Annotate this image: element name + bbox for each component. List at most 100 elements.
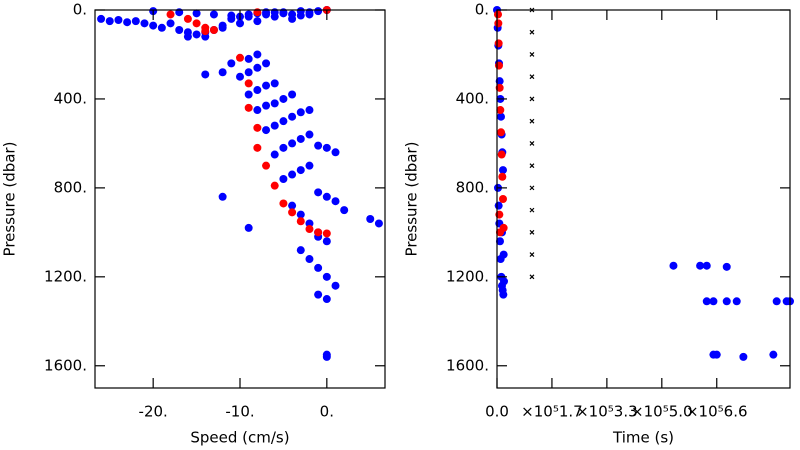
y-tick-label: 400. — [54, 89, 87, 107]
y-tick-label: 1600. — [446, 356, 489, 374]
point — [314, 141, 323, 150]
x-axis-label: Speed (cm/s) — [190, 429, 289, 447]
point — [498, 166, 507, 175]
point — [499, 290, 508, 299]
point — [244, 12, 253, 21]
point — [322, 143, 331, 152]
point — [494, 19, 503, 28]
point — [244, 90, 253, 99]
point — [495, 83, 504, 92]
x-tick-label: -20. — [139, 403, 168, 421]
point — [270, 150, 279, 159]
point — [279, 143, 288, 152]
point — [244, 54, 253, 63]
plot — [493, 6, 794, 361]
point — [218, 192, 227, 201]
x-marker — [529, 229, 535, 235]
point — [270, 79, 279, 88]
point — [270, 121, 279, 130]
point — [253, 86, 262, 95]
point — [499, 277, 508, 286]
point — [183, 14, 192, 23]
y-tick-label: 0. — [73, 1, 87, 19]
x-marker — [529, 252, 535, 258]
point — [288, 139, 297, 148]
point — [279, 174, 288, 183]
point — [722, 297, 731, 306]
x-marker — [529, 140, 535, 146]
point — [494, 201, 503, 210]
point — [495, 77, 504, 86]
y-axis-label: Pressure (dbar) — [1, 142, 19, 257]
point — [105, 17, 114, 26]
point — [262, 81, 271, 90]
point — [157, 23, 166, 32]
point — [498, 172, 507, 181]
point — [493, 10, 502, 19]
point — [305, 219, 314, 228]
x-tick-label: ×10⁵5.0 — [631, 403, 693, 421]
point — [149, 21, 158, 30]
point — [270, 99, 279, 108]
point — [331, 148, 340, 157]
point — [288, 14, 297, 23]
point — [305, 225, 314, 234]
point — [702, 261, 711, 270]
point — [772, 297, 781, 306]
point — [201, 70, 210, 79]
point — [296, 246, 305, 255]
x-marker — [529, 74, 535, 80]
point — [166, 10, 175, 19]
point — [175, 26, 184, 35]
point — [236, 53, 244, 62]
point — [114, 16, 123, 25]
point — [192, 9, 201, 18]
point — [296, 108, 305, 117]
point — [288, 90, 297, 99]
x-axis-label: Time (s) — [612, 429, 674, 447]
point — [270, 12, 279, 21]
point — [322, 237, 331, 246]
point — [305, 10, 314, 19]
point — [227, 59, 236, 68]
point — [279, 117, 288, 126]
point — [722, 262, 731, 271]
x-tick-label: 0.0 — [485, 403, 509, 421]
point — [253, 17, 262, 26]
point — [288, 112, 297, 121]
point — [314, 7, 323, 16]
point — [262, 101, 271, 110]
point — [288, 170, 297, 179]
point — [769, 350, 778, 359]
x-marker — [529, 96, 535, 102]
point — [296, 7, 305, 16]
y-axis-label: Pressure (dbar) — [403, 142, 421, 257]
x-marker — [529, 118, 535, 124]
point — [236, 72, 244, 81]
point — [296, 134, 305, 143]
point — [209, 26, 218, 35]
point — [322, 229, 331, 238]
point — [123, 18, 132, 27]
point — [253, 106, 262, 115]
point — [322, 272, 331, 281]
point — [322, 295, 331, 304]
point — [262, 161, 271, 170]
point — [131, 17, 140, 26]
point — [322, 352, 331, 361]
point — [97, 14, 106, 23]
point — [495, 237, 504, 246]
point — [201, 27, 210, 36]
point — [498, 195, 507, 203]
point — [314, 228, 323, 237]
y-tick-label: 0. — [475, 1, 489, 19]
plot-frame — [496, 9, 791, 389]
point — [218, 68, 227, 77]
x-tick-label: 0. — [320, 403, 334, 421]
point — [244, 103, 253, 112]
y-tick-label: 1200. — [44, 267, 87, 285]
point — [253, 63, 262, 72]
point — [253, 50, 262, 59]
x-marker — [529, 207, 535, 213]
